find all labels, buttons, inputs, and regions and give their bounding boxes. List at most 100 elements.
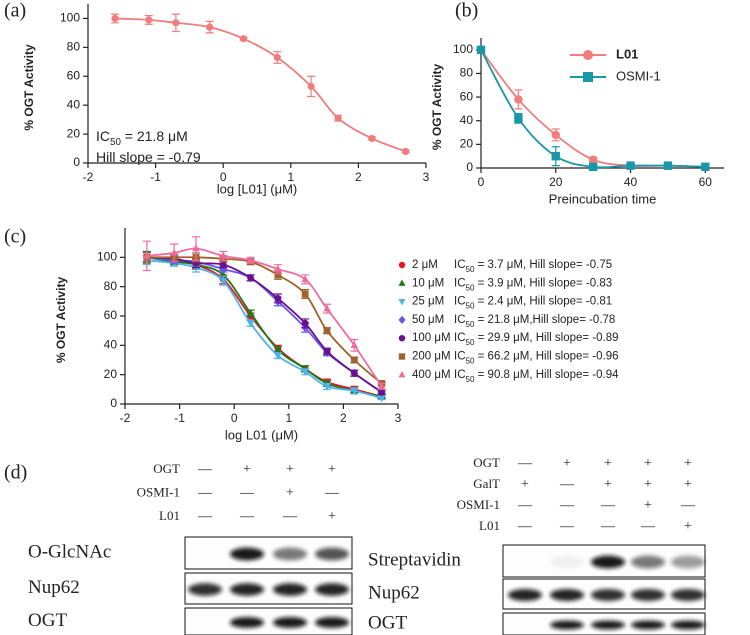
condition-mark: — xyxy=(282,509,298,524)
text-part: 50 xyxy=(466,265,475,274)
row-label: OGT xyxy=(28,610,67,631)
condition-mark: — xyxy=(197,462,213,477)
legend-annotation: IC50 = 21.8 μM,Hill slope= -0.78 xyxy=(454,314,615,329)
y-tick-label: 20 xyxy=(460,137,474,151)
marker xyxy=(274,345,282,353)
text-part: IC xyxy=(454,314,466,326)
marker xyxy=(111,14,119,23)
y-tick-label: 60 xyxy=(460,89,474,103)
band xyxy=(550,620,584,630)
marker xyxy=(172,19,180,27)
condition-label: L01 xyxy=(479,518,500,533)
band xyxy=(230,617,264,628)
marker xyxy=(583,50,593,60)
band xyxy=(550,555,584,569)
condition-mark: — xyxy=(517,498,533,513)
marker xyxy=(551,130,560,140)
text-part: = 29.9 μM, Hill slope= -0.89 xyxy=(474,332,618,344)
x-tick-label: 0 xyxy=(478,175,485,189)
band xyxy=(188,583,222,596)
fit-line xyxy=(146,256,382,398)
y-axis-label: % OGT Activity xyxy=(54,277,68,364)
y-tick-label: 0 xyxy=(73,155,80,169)
y-tick-label: 100 xyxy=(453,42,473,56)
legend-annotation: IC50 = 3.7 μM, Hill slope= -0.75 xyxy=(454,259,612,274)
marker xyxy=(663,161,673,170)
marker xyxy=(274,264,282,272)
marker xyxy=(588,155,598,164)
marker xyxy=(398,353,406,360)
x-tick-label: -2 xyxy=(120,411,131,425)
fit-line xyxy=(146,256,383,394)
legend-label: 10 μM xyxy=(412,277,444,289)
x-tick-label: 20 xyxy=(549,175,563,189)
marker xyxy=(350,356,358,364)
x-tick-label: 0 xyxy=(220,170,227,184)
text-part: = 90.8 μM, Hill slope= -0.94 xyxy=(474,369,619,381)
marker xyxy=(307,82,315,90)
marker xyxy=(588,162,598,172)
row-label: OGT xyxy=(368,612,407,633)
x-tick-label: -1 xyxy=(174,411,185,425)
marker xyxy=(334,114,342,122)
x-tick-label: 3 xyxy=(423,170,430,184)
condition-label: OSMI-1 xyxy=(137,484,180,499)
legend-annotation: IC50 = 90.8 μM, Hill slope= -0.94 xyxy=(454,369,619,384)
marker xyxy=(192,244,200,252)
legend-annotation: IC50 = 2.4 μM, Hill slope= -0.81 xyxy=(454,296,612,311)
marker xyxy=(301,290,309,298)
y-axis-label: % OGT Activity xyxy=(430,64,444,151)
row-label: Nup62 xyxy=(368,582,420,603)
y-tick-label: 40 xyxy=(67,97,81,111)
text-part: = 3.9 μM, Hill slope= -0.83 xyxy=(474,277,612,289)
marker xyxy=(551,151,560,161)
y-tick-label: 80 xyxy=(67,40,81,54)
legend-label: 25 μM xyxy=(412,296,444,308)
legend-label: OSMI-1 xyxy=(616,68,661,83)
y-tick-label: 100 xyxy=(97,250,117,264)
legend-label: 100 μM xyxy=(412,332,451,344)
marker xyxy=(323,327,331,335)
marker xyxy=(246,256,255,263)
text-part: IC xyxy=(454,277,466,289)
condition-mark: — xyxy=(324,486,340,501)
condition-mark: + xyxy=(604,456,612,471)
y-tick-label: 60 xyxy=(104,308,118,322)
band xyxy=(230,583,264,596)
text-part: IC xyxy=(454,296,466,308)
marker xyxy=(350,369,358,377)
text-part: 50 xyxy=(466,338,475,347)
panel-label: (b) xyxy=(455,0,478,22)
panel-label: (a) xyxy=(4,0,26,22)
condition-mark: + xyxy=(644,477,652,492)
marker xyxy=(378,388,386,396)
condition-mark: + xyxy=(286,486,294,501)
annotation: IC50 = 21.8 μM xyxy=(96,128,188,148)
legend-label: 50 μM xyxy=(412,314,444,326)
y-tick-label: 40 xyxy=(104,338,118,352)
band xyxy=(230,547,264,561)
condition-mark: — xyxy=(559,498,575,513)
row-label: Streptavidin xyxy=(368,549,461,570)
band xyxy=(631,589,665,601)
condition-mark: — xyxy=(559,519,575,534)
band xyxy=(671,555,705,569)
panel-label: (d) xyxy=(4,462,27,484)
condition-label: OGT xyxy=(473,455,500,470)
condition-mark: + xyxy=(684,477,692,492)
marker xyxy=(398,335,406,342)
condition-label: GalT xyxy=(473,476,500,491)
y-tick-label: 80 xyxy=(460,66,474,80)
condition-mark: — xyxy=(239,486,255,501)
marker xyxy=(206,23,214,31)
band xyxy=(508,589,542,601)
x-tick-label: 2 xyxy=(340,411,347,425)
condition-mark: + xyxy=(644,456,652,471)
marker xyxy=(583,72,593,82)
legend-label: 200 μM xyxy=(412,351,451,363)
marker xyxy=(398,261,406,269)
text-part: IC xyxy=(454,332,466,344)
band xyxy=(591,589,625,601)
fit-line xyxy=(146,259,382,400)
